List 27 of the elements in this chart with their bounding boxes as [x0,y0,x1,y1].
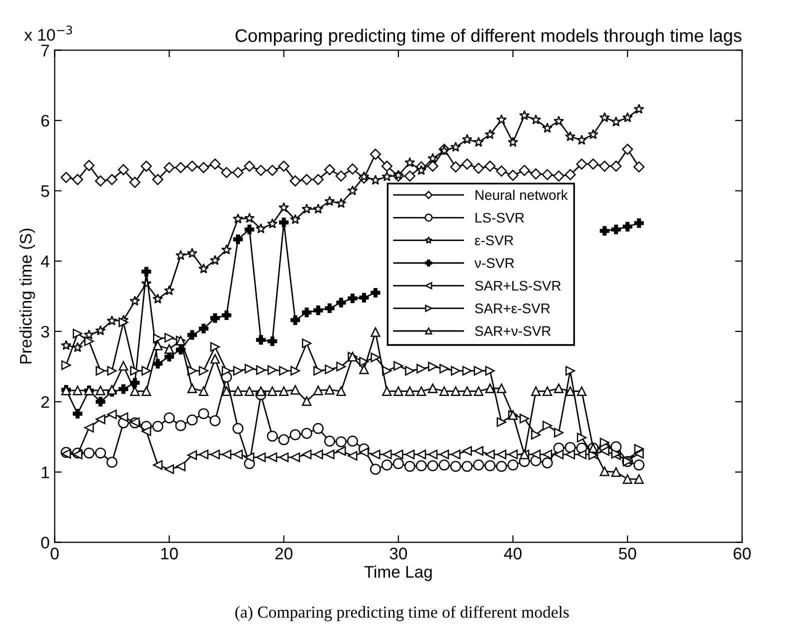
x-tick-label: 0 [50,548,59,560]
x-axis-title: Time Lag [364,566,432,582]
x-tick-label: 10 [161,548,178,560]
chart-title: Comparing predicting time of different models through time lags [236,28,742,46]
x-tick-label: 50 [618,548,636,560]
legend-label: SAR+ε-SVR [475,303,550,314]
x-tick-label: 60 [734,548,751,560]
y-tick-label: 0 [41,536,50,549]
text: x 10$^{−3}$ [24,26,72,41]
x-tick-label: 40 [504,548,522,560]
x-tick-label: 30 [390,548,407,560]
x-tick-label: 20 [275,548,292,560]
y-tick-label: 1 [42,466,49,478]
legend-label: ν-SVR [474,258,514,268]
y-tick-label: 4 [40,256,50,268]
legend-label: ε-SVR [474,235,514,246]
y-tick-label: 5 [41,185,50,197]
legend-label: SAR+LS-SVR [475,280,561,291]
y-tick-label: 3 [41,326,50,338]
legend-label: LS-SVR [476,212,524,223]
legend-label: Neural network [476,190,568,200]
y-axis-title: Predicting time (S) [19,228,35,364]
y-tick-label: 6 [41,114,50,127]
y-tick-label: 2 [41,396,49,408]
y-tick-label: 7 [41,44,49,56]
text: (a) Comparing predicting time of different models [235,606,569,622]
legend-label: SAR+ν-SVR [475,326,551,336]
